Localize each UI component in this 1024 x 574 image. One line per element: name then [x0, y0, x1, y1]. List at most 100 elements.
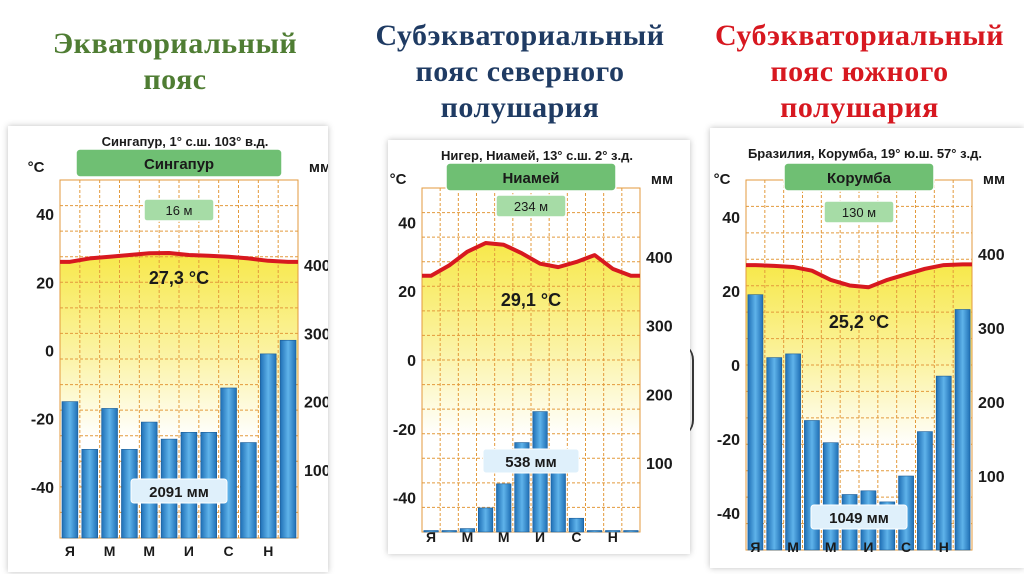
temperature-tick-label: 0 — [731, 358, 740, 375]
temperature-tick-label: 40 — [398, 215, 416, 232]
precip-bar — [747, 294, 764, 551]
altitude-label: 16 м — [165, 203, 192, 218]
temperature-line — [60, 250, 298, 264]
month-tick-label: М — [143, 543, 155, 559]
month-tick-label: М — [498, 529, 510, 545]
temperature-tick-label: -20 — [393, 422, 416, 439]
precip-bar — [785, 353, 801, 551]
temperature-tick-label: 0 — [45, 343, 54, 360]
mean-temperature-label: 29,1 °C — [501, 290, 561, 310]
station-name: Корумба — [827, 170, 892, 187]
month-tick-label: И — [535, 529, 545, 545]
temperature-tick-label: 20 — [398, 284, 416, 301]
precip-bar — [935, 375, 952, 551]
temperature-tick-label: 20 — [36, 275, 54, 292]
annual-precip-label: 538 мм — [505, 454, 556, 471]
temperature-tick-label: 40 — [722, 210, 740, 227]
heading-line-2: пояс — [143, 63, 207, 96]
annual-precip-label: 2091 мм — [149, 484, 209, 501]
precip-bar — [101, 408, 118, 539]
month-tick-label: Н — [608, 529, 618, 545]
month-tick-label: М — [825, 539, 837, 555]
precip-bar — [220, 387, 237, 539]
climatogram-svg: Нигер, Ниамей, 13° с.ш. 2° з.д. Ниамей 234… — [390, 148, 674, 545]
temperature-unit: °C — [390, 171, 407, 188]
temperature-tick-label: -40 — [717, 506, 740, 523]
mean-temperature-label: 27,3 °C — [149, 268, 209, 288]
chart-header: Сингапур, 1° с.ш. 103° в.д. — [102, 134, 269, 149]
precip-bar — [954, 309, 971, 551]
temperature-tick-label: 0 — [407, 353, 416, 370]
annual-precip-badge — [130, 478, 228, 504]
precip-tick-label: 400 — [978, 247, 1005, 264]
precip-tick-label: 200 — [304, 395, 328, 412]
month-tick-label: Н — [939, 539, 949, 555]
precip-tick-label: 300 — [304, 326, 328, 343]
month-tick-label: С — [901, 539, 911, 555]
temperature-tick-label: -20 — [717, 432, 740, 449]
temperature-tick-label: -40 — [31, 480, 54, 497]
precip-bar — [423, 530, 439, 533]
month-tick-label: Я — [750, 539, 760, 555]
temperature-line — [422, 241, 640, 278]
chart-header: Нигер, Ниамей, 13° с.ш. 2° з.д. — [441, 148, 633, 163]
climatogram-svg: Бразилия, Корумба, 19° ю.ш. 57° з.д. Кору… — [714, 146, 1006, 555]
month-tick-label: М — [787, 539, 799, 555]
precip-bar — [550, 466, 566, 533]
precip-bar — [81, 449, 98, 539]
precip-bar — [605, 530, 621, 533]
precip-tick-label: 100 — [646, 456, 673, 473]
annual-precip-label: 1049 мм — [829, 510, 889, 527]
heading-line-2: пояс северного — [415, 55, 625, 88]
precip-tick-label: 300 — [978, 321, 1005, 338]
precip-bar — [766, 357, 783, 551]
precip-bar — [587, 530, 603, 533]
chart-header: Бразилия, Корумба, 19° ю.ш. 57° з.д. — [748, 146, 982, 161]
altitude-label: 234 м — [514, 199, 548, 214]
altitude-badge — [143, 198, 215, 222]
altitude-label: 130 м — [842, 205, 876, 220]
altitude-badge — [823, 200, 895, 224]
station-name: Сингапур — [144, 156, 214, 173]
precip-bar — [240, 442, 257, 539]
heading-line-1: Субэкваториальный — [715, 19, 1004, 52]
climate-chart-niamey: Нигер, Ниамей, 13° с.ш. 2° з.д. Ниамей 234… — [388, 140, 690, 554]
heading-line-1: Экваториальный — [52, 27, 298, 60]
heading-line-3: полушария — [440, 91, 600, 124]
heading-line-2: пояс южного — [770, 55, 949, 88]
decorative-arc — [676, 342, 694, 438]
annual-precip-badge — [810, 504, 908, 530]
heading-subequatorial-south: Субэкваториальный пояс южного полушария — [695, 18, 1024, 126]
month-tick-label: Я — [426, 529, 436, 545]
temperature-tick-label: -20 — [31, 412, 54, 429]
station-badge — [75, 148, 283, 178]
precip-tick-label: 400 — [646, 250, 673, 267]
annual-precip-badge — [482, 448, 580, 474]
climate-chart-corumba: Бразилия, Корумба, 19° ю.ш. 57° з.д. Кору… — [710, 128, 1024, 568]
station-name: Ниамей — [502, 170, 559, 187]
heading-subequatorial-north: Субэкваториальный пояс северного полушар… — [350, 18, 690, 126]
precip-unit: мм — [983, 171, 1005, 188]
month-tick-label: С — [571, 529, 581, 545]
mean-temperature-label: 25,2 °C — [829, 312, 889, 332]
month-tick-label: И — [184, 543, 194, 559]
month-tick-label: М — [462, 529, 474, 545]
heading-equatorial-belt: Экваториальный пояс — [10, 26, 340, 98]
precip-bar — [568, 517, 584, 533]
climate-chart-singapore: Сингапур, 1° с.ш. 103° в.д. Сингапур 16 м 2… — [8, 126, 328, 572]
month-tick-label: Я — [65, 543, 75, 559]
temperature-tick-label: 40 — [36, 207, 54, 224]
precip-tick-label: 200 — [646, 387, 673, 404]
precip-tick-label: 400 — [304, 258, 328, 275]
altitude-badge — [495, 194, 567, 218]
precip-bar — [61, 401, 79, 539]
precip-unit: мм — [309, 159, 328, 176]
temperature-tick-label: 20 — [722, 284, 740, 301]
plot-frame — [59, 179, 299, 539]
precip-bar — [279, 339, 297, 539]
precip-bar — [441, 530, 457, 533]
heading-line-1: Субэкваториальный — [375, 19, 665, 52]
month-tick-label: И — [863, 539, 873, 555]
precip-bar — [496, 483, 512, 533]
temperature-unit: °C — [28, 159, 45, 176]
